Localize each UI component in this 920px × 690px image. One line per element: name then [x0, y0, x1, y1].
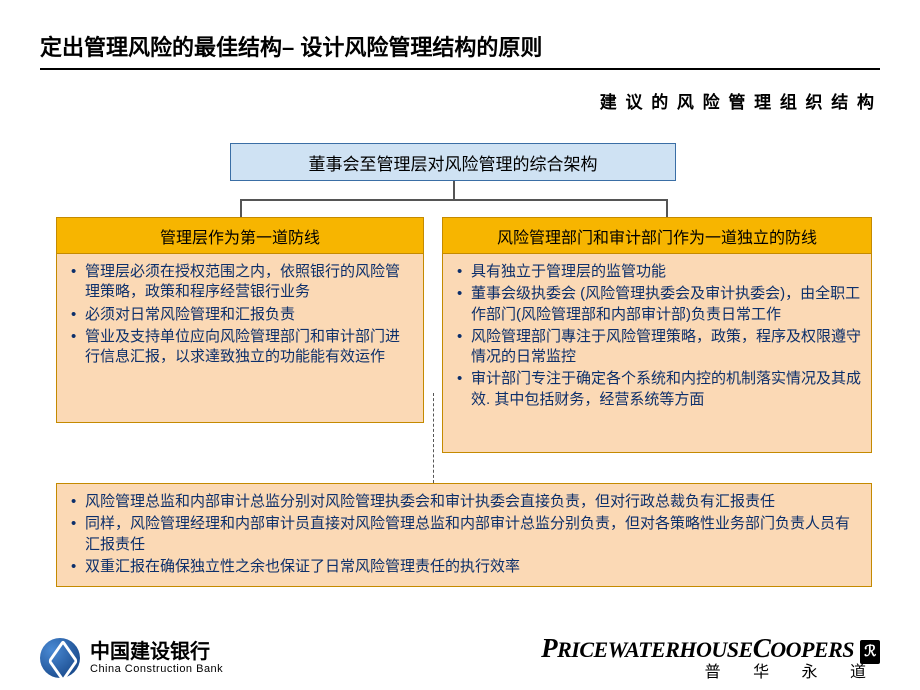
list-item: 同样，风险管理经理和内部审计员直接对风险管理总监和内部审计总监分别负责，但对各策…	[67, 514, 861, 555]
connector-line	[240, 199, 242, 217]
connector-line	[453, 181, 455, 199]
slide: 定出管理风险的最佳结构– 设计风险管理结构的原则 建 议 的 风 险 管 理 组…	[0, 0, 920, 690]
list-item: 审计部门专注于确定各个系统和内控的机制落实情况及其成效. 其中包括财务，经营系统…	[453, 369, 861, 410]
ccb-name-en: China Construction Bank	[90, 663, 223, 675]
bottom-bullets: 风险管理总监和内部审计总监分别对风险管理执委会和审计执委会直接负责，但对行政总裁…	[57, 484, 871, 587]
list-item: 董事会级执委会 (风险管理执委会及审计执委会)，由全职工作部门(风险管理部和内部…	[453, 284, 861, 325]
top-box: 董事会至管理层对风险管理的综合架构	[230, 143, 676, 181]
left-body: 管理层必须在授权范围之内，依照银行的风险管理策略，政策和程序经营银行业务 必须对…	[56, 253, 424, 423]
pwc-badge-icon: ℛ	[860, 640, 880, 664]
right-bullets: 具有独立于管理层的监管功能 董事会级执委会 (风险管理执委会及审计执委会)，由全…	[443, 254, 871, 420]
list-item: 管业及支持单位应向风险管理部门和审计部门进行信息汇报，以求達致独立的功能能有效运…	[67, 327, 413, 368]
ccb-name-cn: 中国建设银行	[90, 641, 223, 663]
pwc-name-cn: 普 华 永 道	[541, 664, 880, 682]
list-item: 管理层必须在授权范围之内，依照银行的风险管理策略，政策和程序经营银行业务	[67, 262, 413, 303]
ccb-text: 中国建设银行 China Construction Bank	[90, 641, 223, 675]
left-bullets: 管理层必须在授权范围之内，依照银行的风险管理策略，政策和程序经营银行业务 必须对…	[57, 254, 423, 377]
connector-line	[666, 199, 668, 217]
org-diagram: 董事会至管理层对风险管理的综合架构 管理层作为第一道防线 管理层必须在授权范围之…	[40, 143, 880, 588]
footer: 中国建设银行 China Construction Bank PRICEWATE…	[0, 626, 920, 690]
right-body: 具有独立于管理层的监管功能 董事会级执委会 (风险管理执委会及审计执委会)，由全…	[442, 253, 872, 453]
list-item: 风险管理总监和内部审计总监分别对风险管理执委会和审计执委会直接负责，但对行政总裁…	[67, 492, 861, 512]
title-rule	[40, 68, 880, 70]
list-item: 风险管理部门專注于风险管理策略，政策，程序及权限遵守情况的日常监控	[453, 327, 861, 368]
bottom-box: 风险管理总监和内部审计总监分别对风险管理执委会和审计执委会直接负责，但对行政总裁…	[56, 483, 872, 587]
dashed-connector	[433, 393, 434, 483]
pwc-name-en: PRICEWATERHOUSECOOPERSℛ	[541, 634, 880, 664]
list-item: 双重汇报在确保独立性之余也保证了日常风险管理责任的执行效率	[67, 557, 861, 577]
pwc-logo-block: PRICEWATERHOUSECOOPERSℛ 普 华 永 道	[541, 634, 880, 682]
ccb-logo-icon	[40, 638, 80, 678]
right-header: 风险管理部门和审计部门作为一道独立的防线	[442, 217, 872, 253]
connector-line	[240, 199, 668, 201]
slide-title: 定出管理风险的最佳结构– 设计风险管理结构的原则	[40, 30, 880, 68]
slide-subtitle: 建 议 的 风 险 管 理 组 织 结 构	[40, 88, 880, 113]
ccb-logo-block: 中国建设银行 China Construction Bank	[40, 638, 223, 678]
list-item: 必须对日常风险管理和汇报负责	[67, 305, 413, 325]
left-header: 管理层作为第一道防线	[56, 217, 424, 253]
list-item: 具有独立于管理层的监管功能	[453, 262, 861, 282]
